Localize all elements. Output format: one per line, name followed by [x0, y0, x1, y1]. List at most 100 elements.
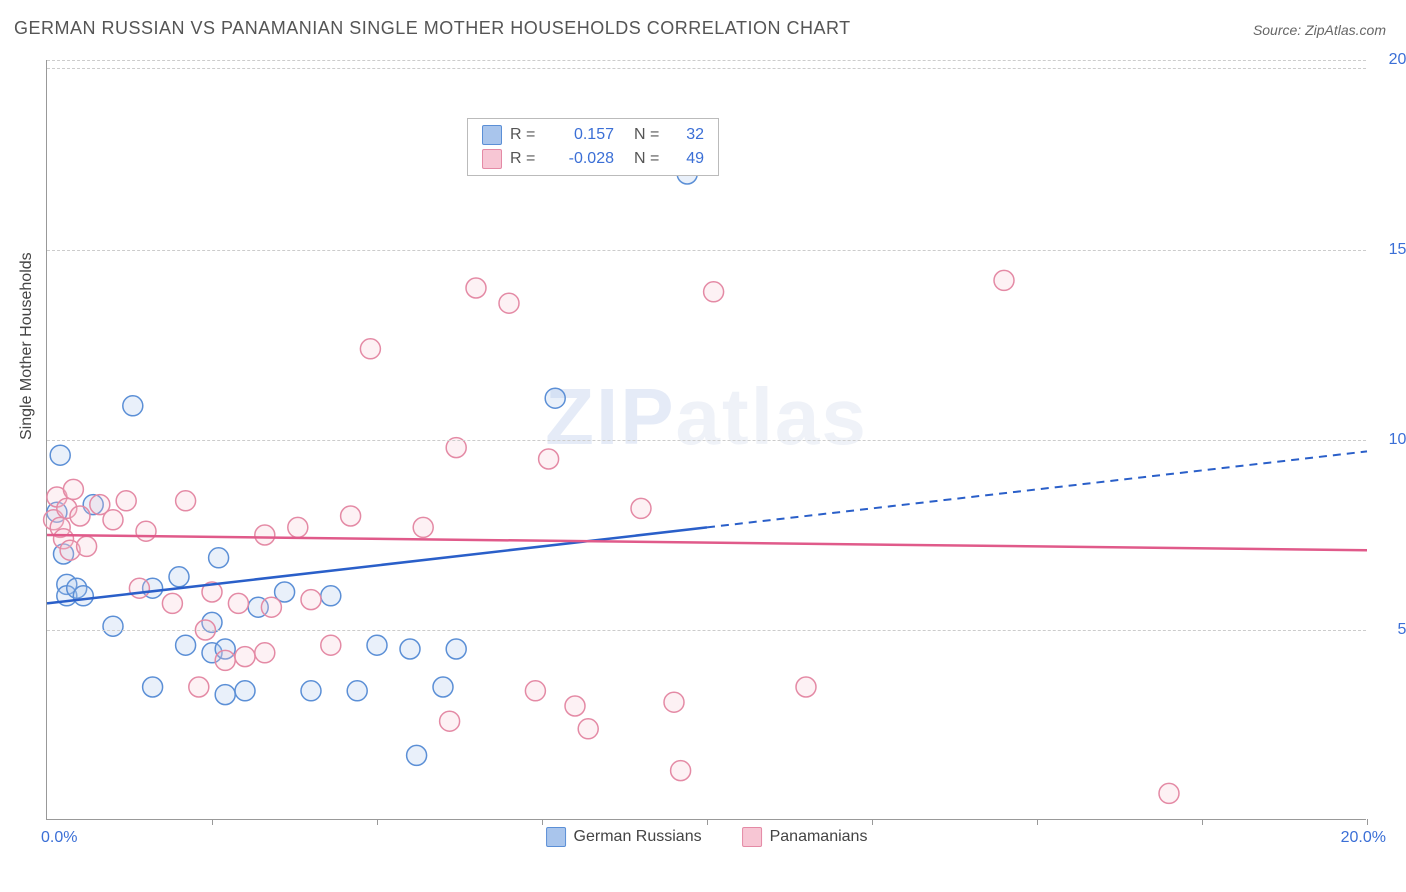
- scatter-point: [136, 521, 156, 541]
- xtick: [872, 819, 873, 825]
- plot-area: ZIPatlas R = 0.157 N = 32 R = -0.028 N =…: [46, 60, 1366, 820]
- gridline: [47, 250, 1366, 251]
- scatter-point: [77, 536, 97, 556]
- scatter-point: [103, 510, 123, 530]
- scatter-point: [123, 396, 143, 416]
- gridline: [47, 630, 1366, 631]
- legend-row-series-0: R = 0.157 N = 32: [482, 123, 704, 147]
- trend-line-solid: [47, 535, 1367, 550]
- scatter-point: [162, 593, 182, 613]
- n-value-1: 49: [674, 147, 704, 171]
- trend-line-dashed: [707, 451, 1367, 527]
- xtick: [212, 819, 213, 825]
- scatter-point: [301, 681, 321, 701]
- scatter-point: [129, 578, 149, 598]
- x-max-label: 20.0%: [1341, 829, 1386, 847]
- scatter-point: [545, 388, 565, 408]
- scatter-point: [446, 639, 466, 659]
- legend-row-series-1: R = -0.028 N = 49: [482, 147, 704, 171]
- scatter-point: [539, 449, 559, 469]
- r-label: R =: [510, 123, 542, 147]
- xtick: [1037, 819, 1038, 825]
- scatter-point: [70, 506, 90, 526]
- scatter-point: [407, 745, 427, 765]
- scatter-point: [360, 339, 380, 359]
- scatter-point: [215, 685, 235, 705]
- scatter-point: [176, 635, 196, 655]
- scatter-point: [704, 282, 724, 302]
- gridline: [47, 60, 1366, 61]
- scatter-point: [189, 677, 209, 697]
- scatter-point: [994, 270, 1014, 290]
- chart-title: GERMAN RUSSIAN VS PANAMANIAN SINGLE MOTH…: [14, 18, 851, 39]
- scatter-point: [466, 278, 486, 298]
- scatter-point: [143, 677, 163, 697]
- swatch-series-1: [482, 149, 502, 169]
- xtick: [1367, 819, 1368, 825]
- x-min-label: 0.0%: [41, 829, 77, 847]
- ytick-label: 20.0%: [1389, 51, 1406, 69]
- scatter-point: [565, 696, 585, 716]
- scatter-point: [176, 491, 196, 511]
- scatter-point: [255, 525, 275, 545]
- legend-item-1: Panamanians: [742, 827, 868, 847]
- scatter-point: [664, 692, 684, 712]
- scatter-point: [347, 681, 367, 701]
- xtick: [707, 819, 708, 825]
- legend-item-0: German Russians: [546, 827, 702, 847]
- scatter-point: [215, 650, 235, 670]
- r-label: R =: [510, 147, 542, 171]
- scatter-point: [255, 643, 275, 663]
- gridline: [47, 68, 1366, 69]
- swatch-series-0: [482, 125, 502, 145]
- scatter-point: [235, 647, 255, 667]
- scatter-point: [50, 445, 70, 465]
- ytick-label: 10.0%: [1389, 431, 1406, 449]
- scatter-point: [671, 761, 691, 781]
- scatter-point: [631, 498, 651, 518]
- scatter-point: [301, 590, 321, 610]
- r-value-0: 0.157: [550, 123, 614, 147]
- y-axis-label: Single Mother Households: [18, 252, 36, 440]
- scatter-point: [235, 681, 255, 701]
- scatter-point: [578, 719, 598, 739]
- n-label: N =: [634, 147, 666, 171]
- swatch-series-0-bottom: [546, 827, 566, 847]
- xtick: [542, 819, 543, 825]
- scatter-point: [169, 567, 189, 587]
- scatter-point: [440, 711, 460, 731]
- n-label: N =: [634, 123, 666, 147]
- scatter-point: [103, 616, 123, 636]
- scatter-point: [433, 677, 453, 697]
- gridline: [47, 440, 1366, 441]
- xtick: [1202, 819, 1203, 825]
- scatter-point: [1159, 783, 1179, 803]
- ytick-label: 5.0%: [1398, 621, 1406, 639]
- scatter-point: [116, 491, 136, 511]
- scatter-point: [73, 586, 93, 606]
- ytick-label: 15.0%: [1389, 241, 1406, 259]
- scatter-point: [400, 639, 420, 659]
- r-value-1: -0.028: [550, 147, 614, 171]
- scatter-point: [525, 681, 545, 701]
- scatter-point: [228, 593, 248, 613]
- scatter-point: [367, 635, 387, 655]
- series-0-label: German Russians: [574, 828, 702, 846]
- source-attribution: Source: ZipAtlas.com: [1253, 22, 1386, 38]
- xtick: [377, 819, 378, 825]
- scatter-point: [321, 635, 341, 655]
- series-legend: German Russians Panamanians: [546, 827, 868, 847]
- scatter-point: [261, 597, 281, 617]
- chart-container: GERMAN RUSSIAN VS PANAMANIAN SINGLE MOTH…: [0, 0, 1406, 892]
- series-1-label: Panamanians: [770, 828, 868, 846]
- swatch-series-1-bottom: [742, 827, 762, 847]
- scatter-point: [288, 517, 308, 537]
- correlation-legend: R = 0.157 N = 32 R = -0.028 N = 49: [467, 118, 719, 176]
- scatter-point: [63, 479, 83, 499]
- scatter-point: [499, 293, 519, 313]
- scatter-point: [209, 548, 229, 568]
- scatter-point: [341, 506, 361, 526]
- n-value-0: 32: [674, 123, 704, 147]
- scatter-point: [321, 586, 341, 606]
- scatter-point: [796, 677, 816, 697]
